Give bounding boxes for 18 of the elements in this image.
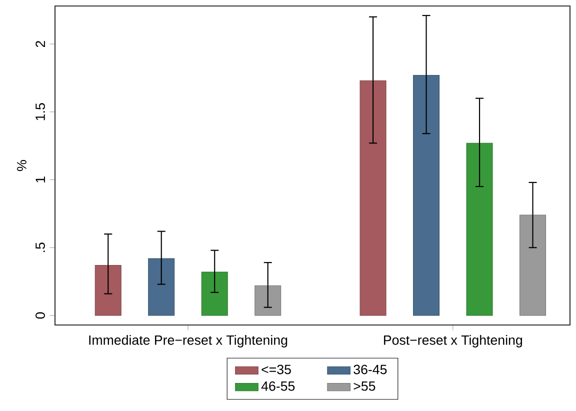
bar <box>466 142 493 316</box>
y-tick-label: 2 <box>36 40 45 48</box>
y-axis-title: % <box>17 160 26 171</box>
legend-label: 46-55 <box>261 381 295 391</box>
bar <box>201 272 228 316</box>
bar <box>413 74 440 316</box>
bar <box>148 258 175 316</box>
legend-label: <=35 <box>262 364 291 374</box>
legend-label: >55 <box>354 381 376 391</box>
y-tick-label: 1.5 <box>36 103 45 120</box>
bar <box>520 214 546 316</box>
y-tick-label: .5 <box>36 242 45 252</box>
x-tick-label: Immediate Pre−reset x Tightening <box>89 335 288 348</box>
legend-label: 36-45 <box>354 364 387 374</box>
x-tick-label: Post−reset x Tightening <box>384 335 522 348</box>
y-tick-label: 1 <box>36 176 45 182</box>
bar <box>360 80 386 316</box>
y-tick-label: 0 <box>36 312 45 319</box>
